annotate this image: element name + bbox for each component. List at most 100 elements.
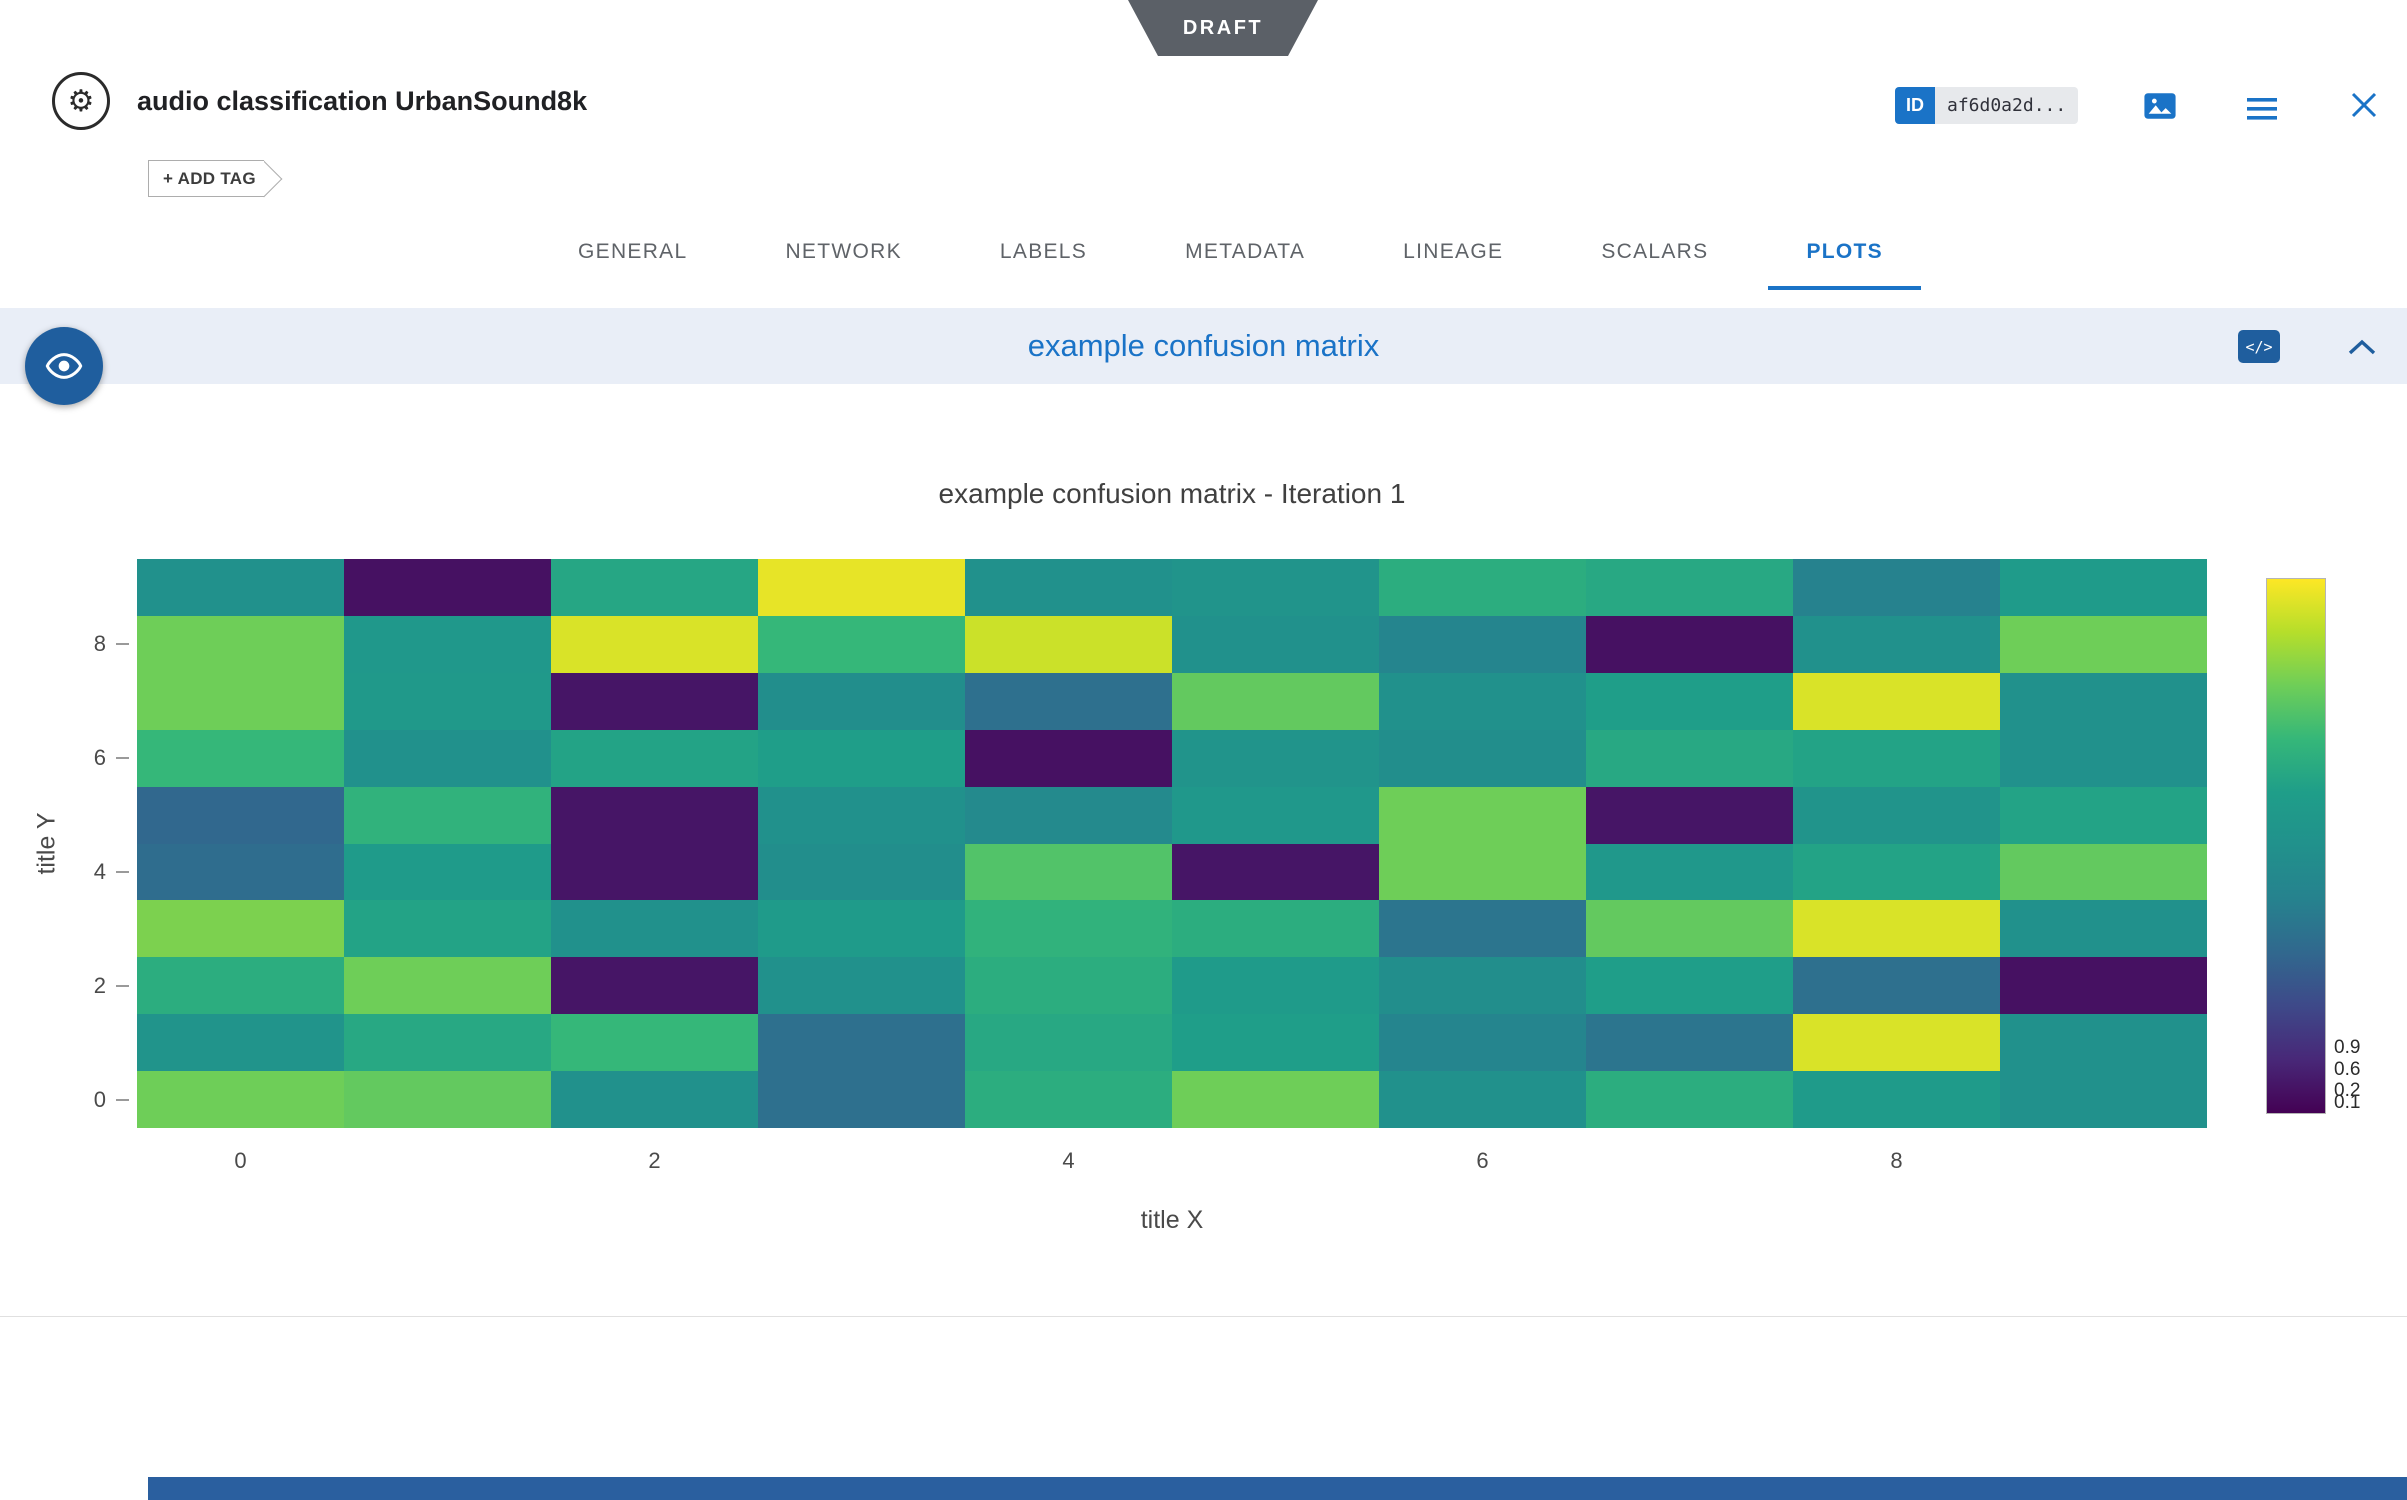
heatmap-cell (1586, 1071, 1793, 1128)
heatmap-cell (344, 786, 551, 844)
heatmap-cell (1586, 729, 1793, 787)
heatmap-cell (551, 786, 758, 844)
heatmap-cell (1379, 559, 1586, 616)
tab-network[interactable]: NETWORK (785, 240, 902, 263)
heatmap-cell (965, 615, 1172, 673)
plot-section-header: example confusion matrix (0, 308, 2407, 384)
plot-section-title: example confusion matrix (1027, 328, 1380, 363)
y-tick-label: 2 (93, 972, 106, 998)
heatmap-cell (344, 900, 551, 958)
y-tick-label: 8 (93, 631, 106, 657)
heatmap-cell (1793, 900, 2000, 958)
heatmap-cell (344, 672, 551, 730)
tab-labels[interactable]: LABELS (999, 240, 1088, 263)
id-badge-value[interactable]: af6d0a2d... (1935, 87, 2079, 124)
heatmap-cell (1586, 1014, 1793, 1072)
heatmap-cell (1172, 559, 1379, 616)
heatmap-grid[interactable] (137, 559, 2207, 1128)
heatmap-cell (2000, 843, 2207, 901)
y-tick-mark (116, 870, 129, 873)
chart-title: example confusion matrix - Iteration 1 (938, 478, 1406, 509)
heatmap-cell (551, 729, 758, 787)
heatmap-cell (551, 615, 758, 673)
heatmap-cell (1379, 786, 1586, 844)
add-tag-button[interactable]: + ADD TAG (148, 160, 283, 198)
heatmap-cell (344, 957, 551, 1015)
heatmap-cell (1379, 843, 1586, 901)
heatmap-cell (758, 672, 965, 730)
heatmap-cell (344, 729, 551, 787)
artifacts-image-button[interactable] (2140, 88, 2180, 124)
heatmap-cell (1379, 1071, 1586, 1128)
heatmap-cell (1586, 672, 1793, 730)
heatmap-cell (758, 957, 965, 1015)
chevron-up-icon (2348, 339, 2376, 355)
heatmap-cell (1172, 672, 1379, 730)
heatmap-cell (2000, 786, 2207, 844)
close-button[interactable] (2344, 86, 2384, 124)
tab-scalars[interactable]: SCALARS (1601, 240, 1709, 263)
heatmap-cell (137, 1014, 344, 1072)
colorbar (2266, 578, 2326, 1114)
y-tick-label: 4 (93, 858, 106, 884)
heatmap-cell (137, 957, 344, 1015)
heatmap-cell (2000, 615, 2207, 673)
heatmap-cell (1586, 786, 1793, 844)
x-tick-label: 0 (234, 1148, 247, 1173)
image-icon (2144, 93, 2176, 119)
x-tick-label: 6 (1476, 1148, 1489, 1173)
heatmap-cell (1586, 843, 1793, 901)
tab-lineage[interactable]: LINEAGE (1403, 240, 1504, 263)
collapse-section-button[interactable] (2344, 330, 2380, 364)
heatmap-cell (1793, 957, 2000, 1015)
heatmap-cell (758, 786, 965, 844)
experiment-type-icon: ⚙ (52, 72, 110, 130)
tab-general[interactable]: GENERAL (578, 240, 688, 263)
preview-eye-button[interactable] (25, 327, 103, 405)
x-tick-label: 8 (1890, 1148, 1903, 1173)
tab-metadata[interactable]: METADATA (1185, 240, 1306, 263)
heatmap-cell (1586, 900, 1793, 958)
heatmap-cell (551, 559, 758, 616)
heatmap-cell (2000, 672, 2207, 730)
heatmap-cell (2000, 1014, 2207, 1072)
menu-button[interactable] (2242, 92, 2282, 126)
heatmap-cell (1379, 957, 1586, 1015)
code-icon: </> (2245, 337, 2273, 356)
colorbar-tick-label: 0.6 (2334, 1059, 2361, 1080)
heatmap-cell (965, 559, 1172, 616)
heatmap-cell (2000, 729, 2207, 787)
tabs-bar: GENERAL NETWORK LABELS METADATA LINEAGE SCALA… (540, 218, 1921, 290)
heatmap-cell (965, 729, 1172, 787)
heatmap-cell (965, 672, 1172, 730)
heatmap-cell (1379, 729, 1586, 787)
tab-plots[interactable]: PLOTS (1768, 218, 1921, 290)
heatmap-cell (758, 729, 965, 787)
heatmap-cell (1793, 559, 2000, 616)
colorbar-tick-label: 0.9 (2334, 1037, 2361, 1058)
id-badge-label: ID (1895, 87, 1935, 124)
heatmap-cell (1379, 1014, 1586, 1072)
heatmap-cell (344, 843, 551, 901)
close-icon (2351, 92, 2377, 118)
page-title: audio classification UrbanSound8k (137, 86, 588, 116)
heatmap-cell (1172, 900, 1379, 958)
view-code-button[interactable]: </> (2238, 330, 2280, 363)
heatmap-cell (1586, 957, 1793, 1015)
heatmap-cell (551, 900, 758, 958)
heatmap-cell (137, 615, 344, 673)
heatmap-cell (965, 957, 1172, 1015)
heatmap-cell (137, 843, 344, 901)
y-tick-mark (116, 1098, 129, 1101)
heatmap-cell (1793, 843, 2000, 901)
heatmap-cell (1172, 957, 1379, 1015)
heatmap-cell (2000, 1071, 2207, 1128)
heatmap-cell (2000, 957, 2207, 1015)
x-axis-title: title X (1140, 1206, 1204, 1234)
colorbar-tick-label: 0.2 (2334, 1080, 2361, 1101)
y-tick-mark (116, 643, 129, 646)
heatmap-cell (2000, 559, 2207, 616)
heatmap-cell (965, 900, 1172, 958)
heatmap-cell (1793, 786, 2000, 844)
y-axis-title: title Y (32, 812, 61, 875)
